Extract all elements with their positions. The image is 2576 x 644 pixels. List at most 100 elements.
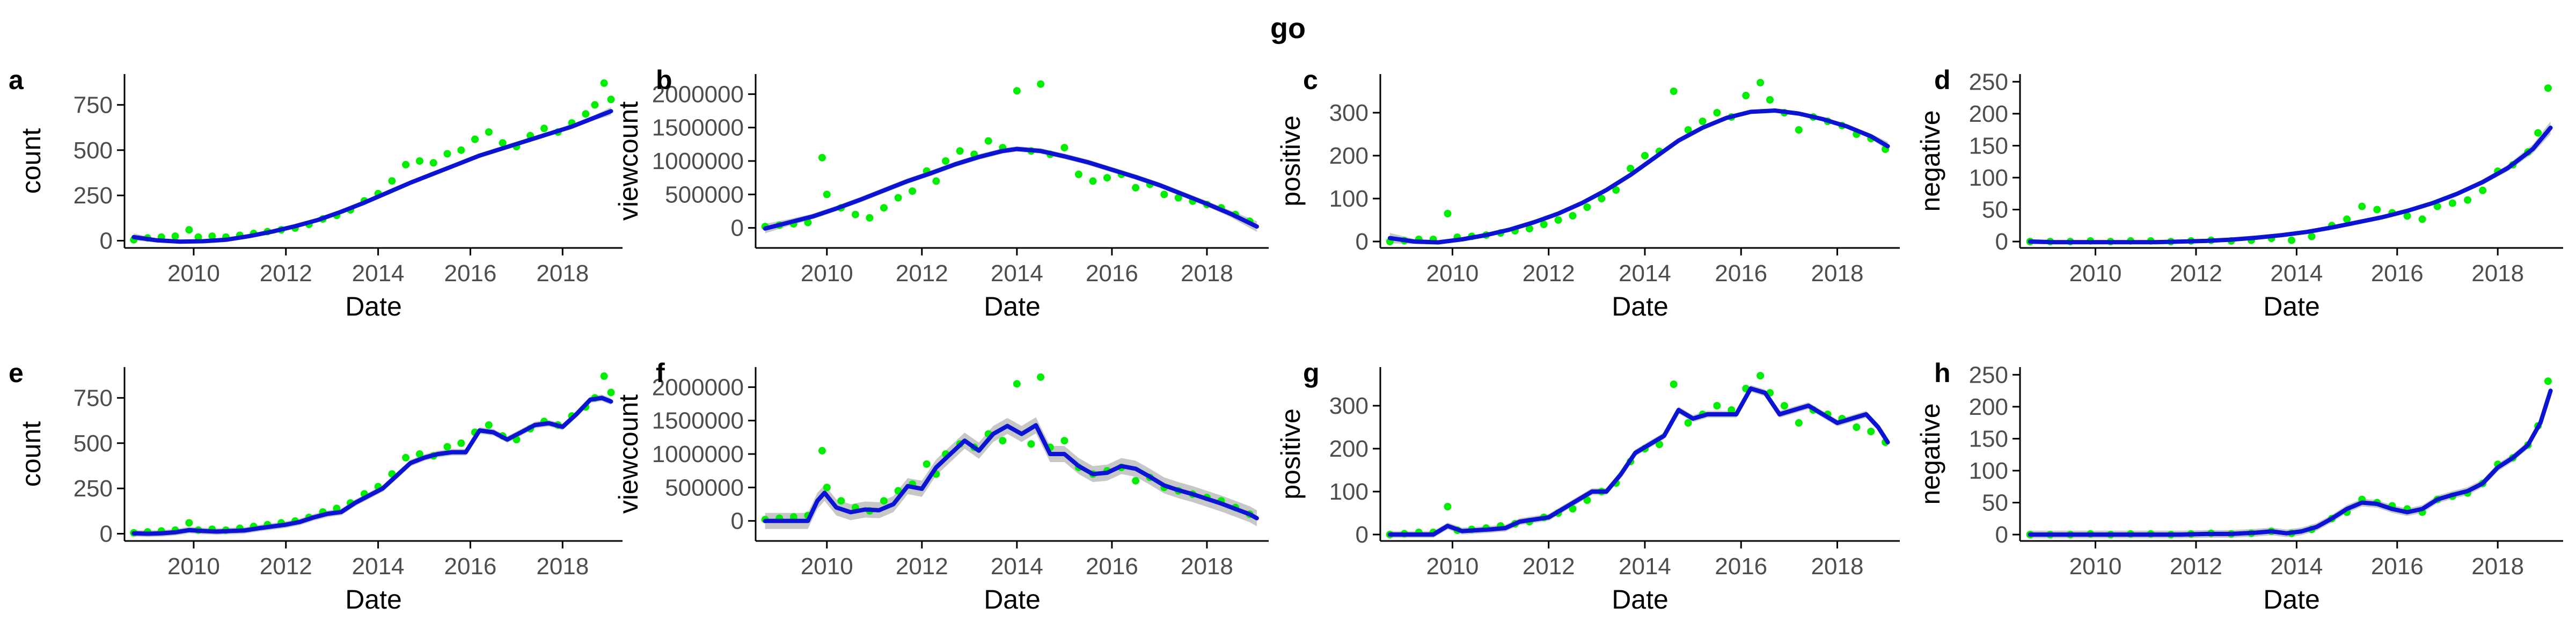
data-point xyxy=(457,439,465,447)
y-axis-label: viewcount xyxy=(613,394,643,514)
y-tick-label: 0 xyxy=(1995,229,2008,255)
data-point xyxy=(851,210,859,218)
y-tick-label: 500 xyxy=(74,430,113,457)
data-point xyxy=(208,232,216,240)
data-point xyxy=(485,128,493,136)
smooth-line xyxy=(763,147,1259,231)
data-point xyxy=(1554,216,1562,224)
data-point xyxy=(2358,202,2366,210)
data-point xyxy=(1174,194,1182,202)
x-tick-label: 2012 xyxy=(260,553,312,580)
x-tick-label: 2010 xyxy=(167,553,220,580)
data-point xyxy=(1569,212,1577,219)
data-point xyxy=(1540,221,1548,228)
data-point xyxy=(1742,92,1750,99)
confidence-band xyxy=(134,394,611,537)
data-point xyxy=(1074,170,1082,178)
data-point xyxy=(582,110,590,118)
data-point xyxy=(2479,186,2487,194)
data-point xyxy=(818,447,826,455)
data-point xyxy=(1757,79,1765,86)
data-point xyxy=(2464,196,2471,204)
data-point xyxy=(1444,503,1452,510)
data-point xyxy=(443,443,451,451)
data-point xyxy=(984,137,992,145)
data-point xyxy=(909,187,917,195)
confidence-band xyxy=(1389,108,1888,245)
data-point xyxy=(471,135,479,143)
x-axis-label: Date xyxy=(984,584,1041,614)
y-tick-label: 100 xyxy=(1329,186,1368,212)
x-tick-label: 2016 xyxy=(2371,260,2424,287)
data-point xyxy=(1132,184,1140,192)
y-axis-label: negative xyxy=(1915,110,1945,211)
data-point xyxy=(1089,177,1097,185)
data-point xyxy=(1037,80,1045,88)
panel-e: 2010 2012 2014 2016 2018 0 250 500 750 Date count e xyxy=(9,358,623,614)
data-point xyxy=(457,146,465,154)
x-axis-label: Date xyxy=(1612,584,1668,614)
data-point xyxy=(2343,215,2351,223)
data-point xyxy=(1699,118,1707,125)
x-tick-label: 2018 xyxy=(1811,260,1864,287)
data-point xyxy=(2373,206,2381,214)
x-tick-label: 2016 xyxy=(2371,553,2424,580)
panel-d: 2010 2012 2014 2016 2018 0 50 100 150 200 250 Date n… xyxy=(1915,65,2563,321)
data-point xyxy=(1853,423,1861,431)
x-tick-label: 2018 xyxy=(2471,260,2524,287)
data-point xyxy=(1795,419,1803,427)
x-tick-label: 2010 xyxy=(801,553,853,580)
x-tick-label: 2018 xyxy=(1181,260,1233,287)
panel-g: 2010 2012 2014 2016 2018 0 100 200 300 Date positi… xyxy=(1276,358,1900,614)
y-tick-label: 500000 xyxy=(665,474,744,501)
data-point xyxy=(818,153,826,162)
smooth-line xyxy=(763,423,1259,523)
data-point xyxy=(956,147,964,155)
data-point xyxy=(171,232,179,240)
data-point xyxy=(1655,441,1663,448)
data-point xyxy=(1867,428,1875,435)
data-point xyxy=(1670,87,1678,95)
data-point xyxy=(1013,87,1021,95)
y-tick-label: 100 xyxy=(1329,479,1368,505)
x-tick-label: 2016 xyxy=(1086,553,1138,580)
y-tick-label: 750 xyxy=(74,92,113,118)
x-tick-label: 2018 xyxy=(1181,553,1233,580)
data-point xyxy=(185,519,193,527)
confidence-band xyxy=(2030,386,2551,539)
smooth-line xyxy=(2028,126,2553,245)
data-point xyxy=(415,450,423,458)
x-tick-label: 2016 xyxy=(1086,260,1138,287)
y-tick-label: 300 xyxy=(1329,393,1368,419)
x-tick-label: 2016 xyxy=(444,260,496,287)
data-point xyxy=(999,437,1007,445)
y-axis-label: positive xyxy=(1276,115,1306,207)
x-tick-label: 2014 xyxy=(2270,553,2323,580)
data-point xyxy=(591,101,599,109)
data-point xyxy=(1060,437,1069,445)
data-point xyxy=(2534,129,2542,137)
panel-letter: g xyxy=(1303,358,1320,388)
data-point xyxy=(1780,402,1788,409)
y-axis-label: count xyxy=(16,421,46,487)
x-tick-label: 2018 xyxy=(2471,553,2524,580)
y-tick-label: 200 xyxy=(1329,143,1368,169)
page-title: go xyxy=(1270,12,1306,45)
panel-a: 2010 2012 2014 2016 2018 0 250 500 750 Date count a xyxy=(9,65,623,321)
data-point xyxy=(1569,505,1577,513)
data-point xyxy=(1795,126,1803,134)
y-tick-label: 200 xyxy=(1969,394,2008,420)
data-point xyxy=(932,177,940,185)
confidence-band xyxy=(765,417,1257,529)
data-point xyxy=(1060,144,1069,152)
x-axis-label: Date xyxy=(345,584,402,614)
y-tick-label: 500 xyxy=(74,137,113,164)
data-point xyxy=(1713,109,1721,116)
y-tick-label: 0 xyxy=(1995,522,2008,548)
panel-f: 2010 2012 2014 2016 2018 0 500000 1000000 150000… xyxy=(613,358,1269,614)
x-tick-label: 2014 xyxy=(352,260,405,287)
y-axis-label: count xyxy=(16,128,46,194)
smooth-line xyxy=(1387,386,1890,537)
confidence-band xyxy=(765,146,1257,233)
